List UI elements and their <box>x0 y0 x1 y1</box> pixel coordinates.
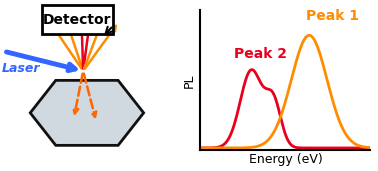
Text: Peak 1: Peak 1 <box>306 9 359 23</box>
Polygon shape <box>30 80 144 145</box>
Text: Peak 2: Peak 2 <box>234 47 287 61</box>
Text: Detector: Detector <box>43 13 112 27</box>
X-axis label: Energy (eV): Energy (eV) <box>248 153 322 166</box>
Y-axis label: PL: PL <box>183 73 196 88</box>
Text: Laser: Laser <box>2 62 40 75</box>
Bar <box>42 5 113 34</box>
